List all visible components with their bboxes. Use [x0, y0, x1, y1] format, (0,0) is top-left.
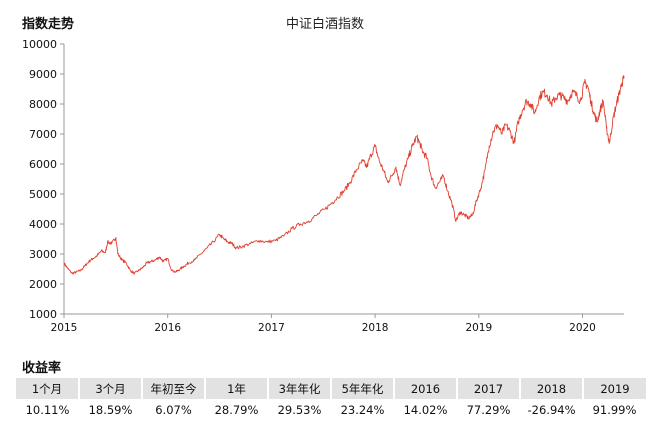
- x-tick-label: 2020: [569, 322, 596, 334]
- returns-header-cell: 2018: [520, 378, 583, 399]
- y-tick-label: 2000: [29, 278, 57, 291]
- y-tick-label: 10000: [22, 38, 57, 51]
- x-tick-label: 2018: [362, 322, 389, 334]
- series-group: [64, 76, 624, 275]
- returns-value-cell: 28.79%: [205, 399, 268, 420]
- x-tick-label: 2015: [51, 322, 78, 334]
- y-tick-label: 3000: [29, 248, 57, 261]
- returns-value-cell: 77.29%: [457, 399, 520, 420]
- returns-header-cell: 2019: [583, 378, 646, 399]
- y-axis: 1000 2000 3000 4000 5000 6000 7000 8000 9000 1000…: [22, 38, 64, 321]
- returns-header-cell: 1个月: [16, 378, 79, 399]
- returns-header-cell: 1年: [205, 378, 268, 399]
- series-line: [64, 76, 624, 275]
- y-tick-label: 7000: [29, 128, 57, 141]
- y-tick-label: 4000: [29, 218, 57, 231]
- y-tick-label: 6000: [29, 158, 57, 171]
- returns-value-cell: 23.24%: [331, 399, 394, 420]
- returns-header-cell: 3年年化: [268, 378, 331, 399]
- chart-title: 中证白酒指数: [286, 16, 364, 32]
- y-tick-label: 8000: [29, 98, 57, 111]
- returns-header-row: 1个月 3个月 年初至今 1年 3年年化 5年年化 2016 2017 2018…: [16, 378, 646, 399]
- x-axis: 2015 2016 2017 2018 2019 2020: [51, 314, 624, 334]
- x-tick-label: 2017: [258, 322, 285, 334]
- line-chart: 中证白酒指数 1000 2000 3000 4000 5000 6000 7000 8000 9…: [0, 0, 660, 360]
- returns-value-cell: -26.94%: [520, 399, 583, 420]
- returns-value-cell: 6.07%: [142, 399, 205, 420]
- returns-header-cell: 3个月: [79, 378, 142, 399]
- returns-header-cell: 2017: [457, 378, 520, 399]
- returns-value-cell: 14.02%: [394, 399, 457, 420]
- x-tick-label: 2016: [154, 322, 181, 334]
- y-tick-label: 5000: [29, 188, 57, 201]
- returns-table: 1个月 3个月 年初至今 1年 3年年化 5年年化 2016 2017 2018…: [16, 378, 646, 420]
- y-tick-label: 9000: [29, 68, 57, 81]
- returns-value-cell: 91.99%: [583, 399, 646, 420]
- returns-title: 收益率: [22, 357, 61, 376]
- returns-value-cell: 10.11%: [16, 399, 79, 420]
- returns-header-cell: 2016: [394, 378, 457, 399]
- x-tick-label: 2019: [465, 322, 492, 334]
- returns-value-cell: 18.59%: [79, 399, 142, 420]
- returns-header-cell: 5年年化: [331, 378, 394, 399]
- returns-value-cell: 29.53%: [268, 399, 331, 420]
- returns-value-row: 10.11% 18.59% 6.07% 28.79% 29.53% 23.24%…: [16, 399, 646, 420]
- y-tick-label: 1000: [29, 308, 57, 321]
- returns-header-cell: 年初至今: [142, 378, 205, 399]
